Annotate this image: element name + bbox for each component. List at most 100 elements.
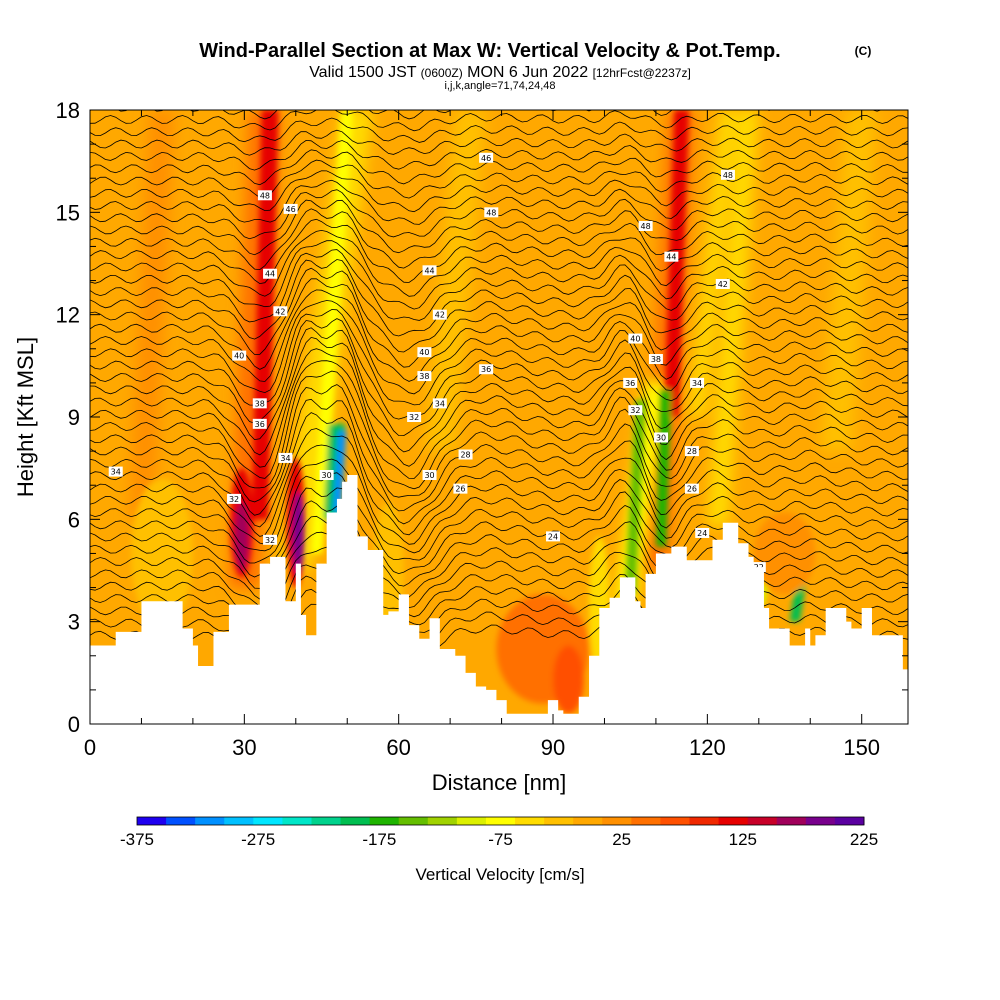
colorbar-swatch <box>340 817 371 825</box>
contour-label: 32 <box>227 493 242 504</box>
theta-contour <box>90 267 908 355</box>
contour-label-bg <box>422 469 437 480</box>
contour-label-text: 36 <box>625 379 635 388</box>
theta-contours <box>90 110 908 662</box>
contour-label: 42 <box>432 309 447 320</box>
contour-label-text: 48 <box>486 208 496 217</box>
contour-label-bg <box>432 398 447 409</box>
contour-label: 26 <box>684 483 699 494</box>
colorbar-frame <box>136 816 865 826</box>
colorbar-tick-label: 25 <box>612 830 631 849</box>
contour-label: 40 <box>232 350 247 361</box>
contour-label: 48 <box>720 169 735 180</box>
contour-label-bg <box>628 333 643 344</box>
theta-contour <box>90 249 908 323</box>
colorbar-swatch <box>747 817 778 825</box>
contour-label-text: 44 <box>424 266 434 275</box>
contour-label-bg <box>108 466 123 477</box>
velocity-band <box>310 110 354 554</box>
colorbar-swatch <box>282 817 312 825</box>
theta-contour <box>90 546 908 618</box>
contour-label-bg <box>458 449 473 460</box>
theta-contour <box>90 170 908 213</box>
colorbar-swatch <box>195 817 225 825</box>
contour-label: 34 <box>432 398 447 409</box>
theta-contour <box>90 560 908 626</box>
contour-label: 32 <box>628 405 643 416</box>
velocity-band <box>332 430 347 513</box>
contour-label: 26 <box>453 483 468 494</box>
contour-label-bg <box>432 309 447 320</box>
contour-label-text: 42 <box>435 311 445 320</box>
velocity-core <box>753 512 816 595</box>
y-axis-label: Height [Kft MSL] <box>13 337 38 497</box>
contour-label: 34 <box>108 466 123 477</box>
contour-label-text: 48 <box>260 191 270 200</box>
contour-label-text: 32 <box>265 536 275 545</box>
theta-contour <box>90 500 908 589</box>
contour-label-bg <box>283 203 298 214</box>
colorbar-swatch <box>834 817 865 825</box>
colorbar-tick-label: 225 <box>850 830 878 849</box>
contour-label: 38 <box>648 354 663 365</box>
contour-label-text: 46 <box>481 154 491 163</box>
contour-label-text: 30 <box>656 433 666 442</box>
colorbar-tick-label: -75 <box>488 830 513 849</box>
theta-contour <box>90 309 908 406</box>
theta-contour <box>90 458 908 554</box>
colorbar-swatch <box>311 817 342 825</box>
velocity-band <box>707 110 759 527</box>
contour-label: 28 <box>684 446 699 457</box>
contour-label: 44 <box>263 268 278 279</box>
theta-contour <box>90 117 908 143</box>
contour-label-text: 38 <box>419 372 429 381</box>
y-tick-label: 6 <box>68 507 80 532</box>
contour-label-text: 26 <box>455 485 465 494</box>
theta-contour <box>90 278 908 370</box>
theta-contour <box>90 428 908 537</box>
velocity-core <box>131 478 193 629</box>
contour-label-text: 40 <box>419 348 429 357</box>
contour-label-bg <box>546 531 561 542</box>
y-tick-label: 9 <box>68 405 80 430</box>
contour-label: 32 <box>263 534 278 545</box>
velocity-cores <box>131 110 816 714</box>
theta-contour <box>90 139 908 171</box>
contour-label-text: 24 <box>548 532 558 541</box>
contour-label-text: 30 <box>322 471 332 480</box>
contour-label-bg <box>417 347 432 358</box>
contour-label-bg <box>638 220 653 231</box>
contour-label-text: 46 <box>286 205 296 214</box>
theta-contour <box>90 189 908 240</box>
y-tick-label: 12 <box>56 303 80 328</box>
forecast-run: [12hrFcst@2237z] <box>593 66 691 80</box>
theta-contour <box>90 588 908 652</box>
plot-background <box>90 110 908 724</box>
plot-area: 48 46 44 42 40 38 36 34 32 32 30 34 46 48 44 42 40 38 36 34… <box>90 110 908 724</box>
terrain-mask <box>90 474 908 724</box>
contour-label-bg <box>232 350 247 361</box>
colorbar-tick-label: 125 <box>729 830 757 849</box>
contour-label: 30 <box>319 469 334 480</box>
contour-label: 44 <box>422 265 437 276</box>
chart-title: Wind-Parallel Section at Max W: Vertical… <box>199 40 780 62</box>
contour-label: 46 <box>479 152 494 163</box>
colorbar-swatch <box>427 817 458 825</box>
contour-label-text: 32 <box>630 406 640 415</box>
theta-contour <box>90 259 908 340</box>
contour-label-text: 44 <box>666 253 676 262</box>
contour-label-text: 30 <box>424 471 434 480</box>
contour-label-bg <box>715 278 730 289</box>
x-tick-label: 90 <box>541 735 565 760</box>
theta-contour <box>90 515 908 600</box>
contour-label-bg <box>479 152 494 163</box>
contour-label: 44 <box>664 251 679 262</box>
contour-label: 42 <box>715 278 730 289</box>
contour-label: 36 <box>479 364 494 375</box>
contour-label: 38 <box>417 371 432 382</box>
theta-contour <box>90 336 908 456</box>
contour-label: 48 <box>484 207 499 218</box>
contour-label-text: 42 <box>275 307 285 316</box>
